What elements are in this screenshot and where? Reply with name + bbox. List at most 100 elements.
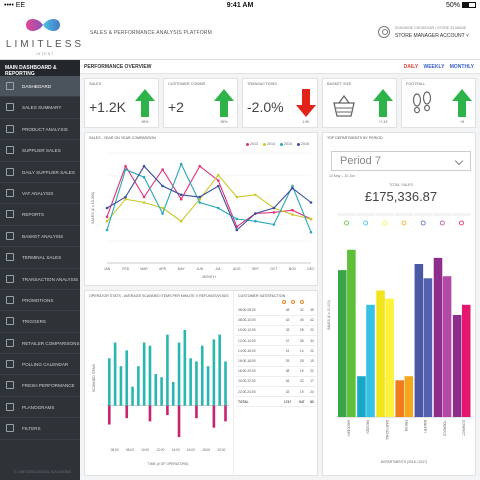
sidebar-item-transaction-analysis[interactable]: TRANSACTION ANALYSIS bbox=[0, 269, 80, 290]
sidebar-item-basket-analysis[interactable]: BASKET ANALYSIS bbox=[0, 226, 80, 248]
bar-scanned[interactable] bbox=[218, 334, 221, 406]
sidebar-item-polling-calendar[interactable]: POLLING CALENDAR bbox=[0, 354, 80, 376]
bar-scanned[interactable] bbox=[142, 342, 146, 406]
data-point[interactable] bbox=[291, 186, 294, 190]
bar-refunds-voids[interactable] bbox=[224, 405, 227, 422]
sidebar-item-retailer-comparisons[interactable]: RETAILER COMPARISONS bbox=[0, 333, 80, 355]
bar-refunds-voids[interactable] bbox=[195, 405, 198, 419]
bar-scanned[interactable] bbox=[200, 345, 204, 406]
sidebar-item-fresh-performance[interactable]: FRESH PERFORMANCE bbox=[0, 375, 80, 397]
sidebar-item-triggers[interactable]: TRIGGERS bbox=[0, 311, 80, 333]
sales-line-chart[interactable]: JAN FEB MAR APR MAY JUN JUL AUG SEP OCT NOV DEC MONT… bbox=[85, 147, 317, 285]
bar-scanned[interactable] bbox=[119, 366, 123, 406]
kpi-transactions[interactable]: TRANSACTIONS -2.0% 1.9K bbox=[242, 78, 318, 128]
data-point[interactable] bbox=[254, 212, 257, 215]
bar-2016[interactable] bbox=[338, 270, 347, 417]
sidebar-item-vat-analysis[interactable]: VAT ANALYSIS bbox=[0, 183, 80, 205]
bar-refunds-voids[interactable] bbox=[108, 405, 111, 425]
data-point[interactable] bbox=[142, 175, 146, 179]
operator-stats-chart[interactable]: 06:00 08:00 10:00 12:00 14:00 16:00 18:00 20:00… bbox=[85, 305, 235, 475]
data-point[interactable] bbox=[235, 217, 239, 221]
bar-2017[interactable] bbox=[385, 298, 394, 417]
sidebar-item-sales-summary[interactable]: SALES SUMMARY bbox=[0, 97, 80, 119]
bar-2016[interactable] bbox=[357, 376, 366, 417]
data-point[interactable] bbox=[179, 219, 183, 223]
data-point[interactable] bbox=[272, 223, 276, 226]
limitless-logo[interactable]: LIMITLESS INTENT bbox=[4, 14, 84, 58]
data-point[interactable] bbox=[161, 212, 164, 215]
bar-refunds-voids[interactable] bbox=[166, 405, 169, 416]
bar-scanned[interactable] bbox=[113, 342, 117, 406]
data-point[interactable] bbox=[254, 193, 257, 197]
bar-refunds-voids[interactable] bbox=[212, 405, 216, 428]
data-point[interactable] bbox=[161, 184, 164, 188]
sidebar-item-promotions[interactable]: PROMOTIONS bbox=[0, 290, 80, 312]
bar-scanned[interactable] bbox=[212, 339, 216, 406]
data-point[interactable] bbox=[105, 206, 109, 210]
data-point[interactable] bbox=[105, 219, 109, 223]
kpi-basket-size[interactable]: BASKET SIZE +7.43 bbox=[322, 78, 397, 128]
data-point[interactable] bbox=[161, 168, 164, 171]
bar-refunds-voids[interactable] bbox=[125, 405, 129, 419]
data-point[interactable] bbox=[161, 206, 164, 210]
data-point[interactable] bbox=[216, 173, 220, 177]
data-point[interactable] bbox=[124, 197, 127, 201]
data-point[interactable] bbox=[291, 208, 294, 212]
departments-bar-chart[interactable]: GROCERY FROZEN DAIRY/CHILL FRESH BAKERY TOBAC… bbox=[323, 209, 475, 475]
bar-scanned[interactable] bbox=[166, 334, 169, 406]
bar-2016[interactable] bbox=[452, 315, 462, 417]
sidebar-item-daily-supplier-sales[interactable]: DAILY SUPPLIER SALES bbox=[0, 162, 80, 183]
data-point[interactable] bbox=[179, 162, 183, 166]
data-point[interactable] bbox=[142, 201, 146, 204]
bar-2017[interactable] bbox=[366, 304, 375, 417]
bar-scanned[interactable] bbox=[125, 350, 129, 406]
data-point[interactable] bbox=[309, 230, 313, 234]
user-account-menu[interactable]: SUNSHINE CROSSGAR • STORE 33 MAINE STORE… bbox=[378, 25, 478, 49]
data-point[interactable] bbox=[235, 195, 239, 199]
data-point[interactable] bbox=[309, 201, 313, 204]
sidebar-item-reports[interactable]: REPORTS bbox=[0, 204, 80, 226]
bar-2017[interactable] bbox=[404, 376, 414, 417]
data-point[interactable] bbox=[142, 195, 146, 199]
data-point[interactable] bbox=[198, 197, 202, 201]
bar-2016[interactable] bbox=[376, 290, 385, 417]
data-point[interactable] bbox=[291, 213, 294, 216]
data-point[interactable] bbox=[291, 184, 294, 188]
data-point[interactable] bbox=[124, 164, 127, 168]
bar-scanned[interactable] bbox=[171, 381, 175, 406]
bar-2016[interactable] bbox=[395, 380, 404, 417]
bar-2017[interactable] bbox=[347, 249, 356, 417]
series-line-2016[interactable] bbox=[106, 165, 312, 231]
data-point[interactable] bbox=[179, 193, 183, 197]
data-point[interactable] bbox=[124, 195, 127, 199]
bar-2016[interactable] bbox=[433, 257, 443, 417]
bar-scanned[interactable] bbox=[148, 345, 152, 406]
bar-2017[interactable] bbox=[461, 304, 471, 417]
data-point[interactable] bbox=[216, 206, 220, 210]
data-point[interactable] bbox=[105, 228, 109, 232]
series-line-2014[interactable] bbox=[106, 174, 312, 222]
kpi-footfall[interactable]: FOOTFALL +8 bbox=[401, 78, 476, 128]
series-line-2015[interactable] bbox=[106, 162, 312, 233]
data-point[interactable] bbox=[142, 164, 146, 168]
data-point[interactable] bbox=[309, 217, 313, 221]
period-daily[interactable]: DAILY bbox=[403, 64, 419, 70]
sidebar-item-dashboard[interactable]: DASHBOARD bbox=[0, 76, 80, 98]
data-point[interactable] bbox=[216, 184, 220, 188]
period-select[interactable]: Period 7 bbox=[331, 151, 471, 171]
user-role-dropdown[interactable]: STORE MANAGER ACCOUNT ˅ bbox=[395, 33, 469, 39]
data-point[interactable] bbox=[198, 195, 202, 199]
legend-2015[interactable]: 2015 bbox=[280, 142, 292, 146]
legend-2016[interactable]: 2016 bbox=[297, 142, 309, 146]
kpi-sales[interactable]: SALES +1.2K 99% bbox=[84, 78, 159, 128]
period-weekly[interactable]: WEEKLY bbox=[423, 64, 445, 70]
legend-2014[interactable]: 2014 bbox=[263, 142, 275, 146]
bar-2016[interactable] bbox=[414, 264, 424, 417]
bar-scanned[interactable] bbox=[160, 377, 163, 406]
data-point[interactable] bbox=[179, 197, 183, 201]
bar-scanned[interactable] bbox=[131, 386, 134, 406]
bar-scanned[interactable] bbox=[183, 329, 187, 406]
sidebar-item-supplier-sales[interactable]: SUPPLIER SALES bbox=[0, 140, 80, 162]
bar-refunds-voids[interactable] bbox=[177, 405, 181, 438]
data-point[interactable] bbox=[198, 201, 202, 204]
